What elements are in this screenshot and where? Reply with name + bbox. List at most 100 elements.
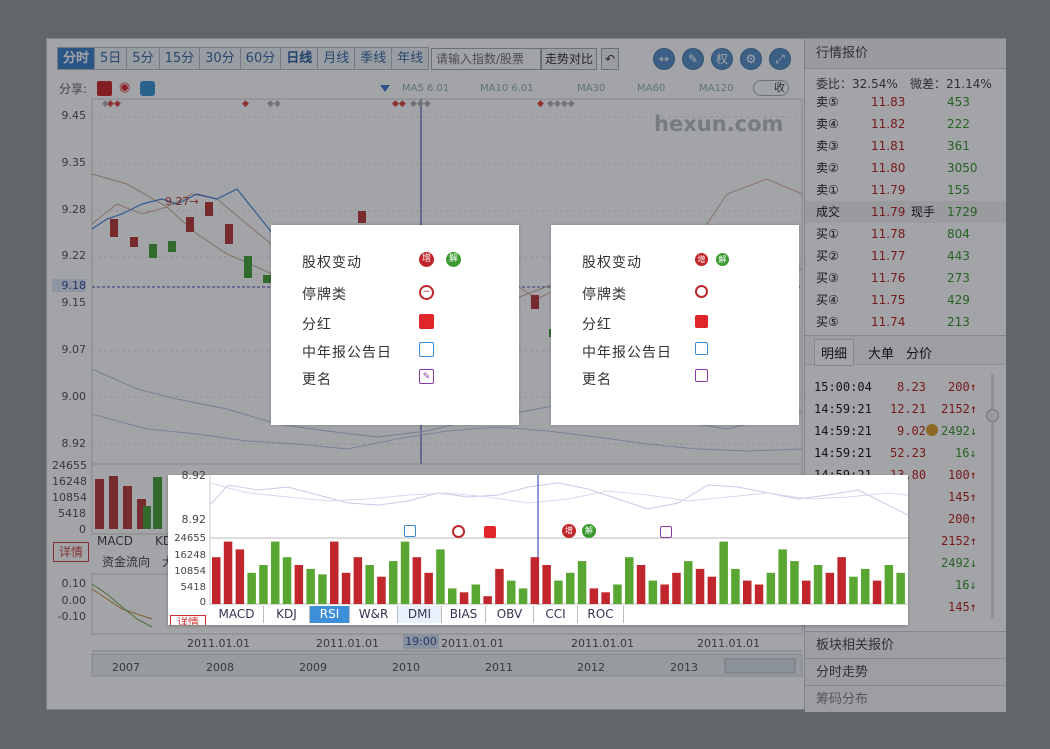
tab-15min[interactable]: 15分 bbox=[158, 47, 201, 70]
compare-button[interactable]: 走势对比 bbox=[541, 48, 597, 70]
volume-bar bbox=[412, 557, 422, 604]
suspension-icon bbox=[452, 525, 465, 538]
legend-equity-change: 股权变动 bbox=[302, 255, 362, 271]
tab-detail[interactable]: 明细 bbox=[814, 339, 855, 366]
flow-axis-label: -0.10 bbox=[57, 610, 86, 623]
legend-report-date: 中年报公告日 bbox=[302, 345, 392, 361]
tab-5min[interactable]: 5分 bbox=[126, 47, 160, 70]
capital-flow-tab[interactable]: 资金流向 bbox=[102, 555, 151, 569]
trade-row: 14:59:21 52.23 16↓ bbox=[814, 446, 977, 460]
tencent-weibo-icon[interactable] bbox=[97, 81, 112, 96]
tab-big-order[interactable]: 大单 bbox=[868, 347, 895, 362]
trade-row: 14:59:21 12.21 2152↑ bbox=[814, 402, 978, 416]
tab-macd-small[interactable]: MACD bbox=[97, 534, 133, 548]
tab-cci[interactable]: CCI bbox=[534, 606, 578, 623]
tab-bias[interactable]: BIAS bbox=[442, 606, 486, 623]
big-order-icon bbox=[926, 424, 938, 436]
tab-60min[interactable]: 60分 bbox=[239, 47, 282, 70]
panel-vol-axis: 10854 bbox=[174, 566, 206, 577]
scroll-thumb[interactable] bbox=[986, 409, 999, 422]
volume-bar bbox=[330, 541, 339, 604]
flow-axis-label: 0.10 bbox=[61, 577, 87, 590]
tab-dmi[interactable]: DMI bbox=[398, 606, 442, 623]
trade-row: 2492↓ bbox=[941, 556, 978, 570]
volume-bar bbox=[471, 584, 481, 604]
volume-bar bbox=[377, 576, 386, 604]
qzone-icon[interactable] bbox=[140, 81, 155, 96]
date-label: 2011.01.01 bbox=[697, 637, 760, 650]
volume-bar bbox=[813, 565, 823, 604]
tab-macd[interactable]: MACD bbox=[210, 606, 264, 623]
gear-icon[interactable]: ⚙ bbox=[740, 48, 762, 70]
volume-bar bbox=[306, 568, 315, 604]
volume-bar bbox=[271, 541, 280, 604]
volume-bar bbox=[341, 572, 351, 604]
volume-bar bbox=[648, 580, 658, 604]
weicha-text: 微差：21.14% bbox=[910, 77, 992, 91]
ma60-label: MA60 bbox=[637, 83, 666, 94]
tab-kd-small[interactable]: KD bbox=[155, 534, 173, 548]
panel-top-label-2: 8.92 bbox=[181, 513, 207, 526]
volume-bar bbox=[719, 541, 728, 604]
legend-suspension: 停牌类 bbox=[302, 287, 347, 303]
panel-top-label: 8.92 bbox=[181, 469, 207, 482]
trade-tabs: 明细 大单 分价 bbox=[805, 335, 1006, 366]
sector-quote-section[interactable]: 板块相关报价 bbox=[805, 631, 1006, 658]
volume-bar bbox=[577, 561, 587, 604]
volume-bar bbox=[754, 584, 764, 604]
tab-price-dist[interactable]: 分价 bbox=[906, 347, 933, 362]
volume-bar bbox=[389, 561, 398, 604]
rights-icon[interactable]: 权 bbox=[711, 48, 733, 70]
panel-vol-axis: 16248 bbox=[174, 550, 206, 561]
tab-quarterly[interactable]: 季线 bbox=[354, 47, 393, 70]
volume-axis-label: 10854 bbox=[52, 491, 87, 504]
tab-kdj[interactable]: KDJ bbox=[264, 606, 310, 623]
detail-button[interactable]: 详情 bbox=[53, 542, 89, 562]
tab-roc[interactable]: ROC bbox=[578, 606, 624, 623]
collapse-button[interactable]: 收 bbox=[753, 80, 789, 96]
tab-yearly[interactable]: 年线 bbox=[391, 47, 430, 70]
dropdown-icon[interactable] bbox=[380, 85, 390, 92]
rename-icon bbox=[695, 369, 708, 382]
chip-distribution-section[interactable]: 筹码分布 bbox=[805, 685, 1006, 712]
volume-bar bbox=[625, 557, 634, 604]
fullscreen-icon[interactable]: ⤢ bbox=[769, 48, 791, 70]
volume-bar bbox=[636, 565, 646, 604]
tab-monthly[interactable]: 月线 bbox=[317, 47, 356, 70]
tab-30min[interactable]: 30分 bbox=[199, 47, 241, 70]
tab-intraday[interactable]: 分时 bbox=[57, 47, 96, 70]
pencil-icon[interactable]: ✎ bbox=[682, 48, 704, 70]
tab-obv[interactable]: OBV bbox=[486, 606, 534, 623]
tab-daily[interactable]: 日线 bbox=[280, 47, 319, 70]
width-icon[interactable]: ↔ bbox=[653, 48, 675, 70]
svg-text:◆◆◆: ◆◆◆ bbox=[410, 99, 431, 109]
search-input[interactable]: 请输入指数/股票 bbox=[431, 48, 541, 70]
trade-row: 16↓ bbox=[955, 578, 977, 592]
volume-bar bbox=[400, 541, 410, 604]
indicator-panel: 8.92 8.92 24655 16248 10854 5418 0 增 解 M… bbox=[168, 469, 908, 625]
price-axis-label: 9.35 bbox=[61, 156, 87, 169]
panel-detail-button[interactable]: 详情 bbox=[170, 615, 206, 625]
bid-row: 买③ 11.76 273 bbox=[816, 271, 970, 285]
flow-axis-label: 0.00 bbox=[61, 594, 87, 607]
time-cursor-label: 19:00 bbox=[403, 634, 439, 649]
volume-bar bbox=[223, 541, 233, 604]
price-axis-label: 9.15 bbox=[61, 296, 87, 309]
intraday-section[interactable]: 分时走势 bbox=[805, 658, 1006, 685]
volume-bar bbox=[436, 549, 445, 604]
legend-dividend: 分红 bbox=[302, 317, 332, 333]
range-slider-handle[interactable] bbox=[727, 659, 793, 673]
sina-weibo-icon[interactable]: ◉ bbox=[119, 80, 131, 95]
scrollbar[interactable] bbox=[991, 374, 994, 619]
svg-text:◆◆: ◆◆ bbox=[267, 99, 281, 109]
tab-wr[interactable]: W&R bbox=[350, 606, 398, 623]
tab-rsi[interactable]: RSI bbox=[310, 606, 350, 623]
volume-bar bbox=[861, 568, 870, 604]
volume-bar bbox=[554, 580, 563, 604]
year-label: 2007 bbox=[112, 661, 140, 674]
report-icon bbox=[419, 342, 434, 357]
undo-icon[interactable]: ↶ bbox=[601, 48, 619, 70]
volume-bar bbox=[778, 549, 787, 604]
volume-bar bbox=[459, 592, 469, 604]
volume-bar bbox=[247, 572, 256, 604]
